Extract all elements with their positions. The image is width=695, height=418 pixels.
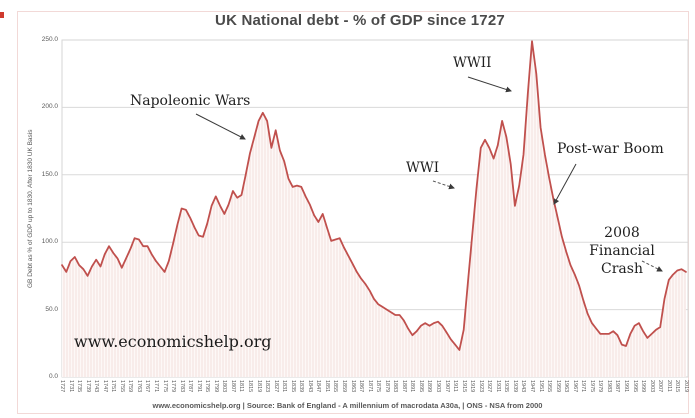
x-tick-label: 1915	[460, 380, 467, 393]
x-tick-label: 1843	[306, 380, 313, 393]
x-tick-label: 1731	[67, 380, 74, 393]
x-tick-label: 1995	[631, 380, 638, 393]
x-tick-label: 1911	[452, 380, 459, 392]
y-tick-label: 250.0	[41, 36, 58, 43]
x-tick-label: 1967	[571, 380, 578, 393]
x-tick-label: 1983	[605, 380, 612, 393]
x-tick-label: 1951	[537, 380, 544, 393]
x-tick-label: 1979	[597, 380, 604, 393]
y-tick-label: 50.0	[45, 305, 58, 313]
x-tick-label: 1827	[272, 380, 279, 393]
annotation-wwi: WWI	[406, 160, 440, 176]
x-tick-label: 1955	[546, 380, 553, 393]
x-tick-label: 2019	[682, 380, 689, 393]
x-tick-label: 1903	[435, 380, 442, 393]
x-tick-label: 1763	[135, 380, 142, 393]
annotation-napoleonic-wars: Napoleonic Wars	[130, 93, 251, 109]
x-tick-label: 1959	[554, 380, 561, 393]
x-tick-label: 1839	[298, 380, 305, 393]
x-tick-label: 1739	[84, 380, 91, 393]
x-tick-label: 1795	[204, 380, 211, 393]
x-tick-label: 1835	[289, 380, 296, 393]
x-tick-label: 1863	[349, 380, 356, 393]
x-tick-label: 1991	[623, 380, 630, 393]
x-tick-label: 1799	[212, 380, 219, 393]
left-edge-red-mark	[0, 12, 4, 18]
x-tick-label: 1907	[443, 380, 450, 393]
annotation-post-war-boom: Post-war Boom	[557, 141, 664, 157]
x-tick-label: 1743	[93, 380, 100, 393]
x-tick-label: 1871	[366, 380, 373, 393]
x-tick-label: 1859	[341, 380, 348, 393]
x-tick-label: 1891	[409, 380, 416, 393]
x-tick-label: 1747	[101, 380, 108, 393]
x-tick-label: 1807	[229, 380, 236, 393]
x-tick-label: 1879	[383, 380, 390, 393]
x-tick-label: 2007	[657, 380, 664, 393]
x-tick-label: 1847	[315, 380, 322, 393]
y-axis-title: GB Debt as % of GDP up to 1830. After 18…	[27, 129, 34, 288]
annotation-crash-line2: Financial	[589, 243, 655, 259]
x-tick-label: 1831	[281, 380, 288, 393]
x-tick-label: 1851	[323, 380, 330, 393]
y-tick-label: 200.0	[41, 103, 58, 111]
x-tick-label: 1899	[426, 380, 433, 393]
x-tick-label: 1855	[332, 380, 339, 393]
x-tick-label: 1931	[494, 380, 501, 393]
x-tick-label: 1819	[255, 380, 262, 393]
y-tick-label: 100.0	[41, 238, 58, 246]
x-tick-label: 1751	[110, 380, 117, 393]
watermark: www.economicshelp.org	[74, 332, 272, 351]
chart-title: UK National debt - % of GDP since 1727	[215, 12, 505, 29]
source-footer: www.economicshelp.org | Source: Bank of …	[152, 401, 543, 410]
x-tick-label: 1923	[477, 380, 484, 393]
x-tick-label: 1971	[580, 380, 587, 393]
x-tick-label: 1887	[400, 380, 407, 393]
x-tick-label: 1943	[520, 380, 527, 393]
x-tick-label: 1883	[392, 380, 399, 393]
x-tick-label: 1935	[503, 380, 510, 393]
x-tick-label: 1999	[640, 380, 647, 393]
x-tick-label: 1963	[563, 380, 570, 393]
x-tick-label: 1759	[127, 380, 134, 393]
x-tick-label: 1791	[195, 380, 202, 393]
x-tick-label: 1939	[511, 380, 518, 393]
x-tick-label: 2011	[665, 380, 672, 392]
x-tick-label: 1815	[247, 380, 253, 393]
x-tick-label: 1919	[469, 380, 476, 393]
x-tick-label: 1975	[588, 380, 595, 393]
annotation-crash-line3: Crash	[601, 261, 643, 277]
x-tick-label: 1767	[144, 380, 151, 393]
x-tick-label: 1811	[238, 380, 245, 392]
x-tick-label: 1927	[486, 380, 493, 393]
x-tick-label: 1735	[76, 380, 83, 393]
x-tick-label: 1779	[170, 380, 177, 393]
x-tick-label: 1775	[161, 380, 168, 393]
x-tick-label: 1895	[417, 380, 424, 393]
x-tick-label: 1783	[178, 380, 185, 393]
x-tick-label: 1787	[187, 380, 194, 393]
annotation-crash-line1: 2008	[604, 225, 640, 241]
x-tick-label: 1987	[614, 380, 621, 393]
x-tick-label: 1727	[59, 380, 65, 393]
annotation-2008-financial-crash: 2008 Financial Crash	[582, 224, 662, 278]
x-tick-label: 1875	[375, 380, 382, 393]
x-tick-label: 1771	[153, 380, 159, 393]
x-tick-label: 1947	[529, 380, 536, 393]
x-tick-label: 1803	[221, 380, 228, 393]
x-tick-label: 1867	[358, 380, 365, 393]
x-tick-label: 1823	[264, 380, 271, 393]
x-tick-label: 2015	[674, 380, 681, 393]
annotation-wwii: WWII	[453, 55, 492, 71]
y-tick-label: 150.0	[41, 170, 58, 178]
x-tick-label: 2003	[648, 380, 655, 393]
x-tick-label: 1755	[118, 380, 125, 393]
y-tick-label: 0.0	[48, 373, 58, 380]
